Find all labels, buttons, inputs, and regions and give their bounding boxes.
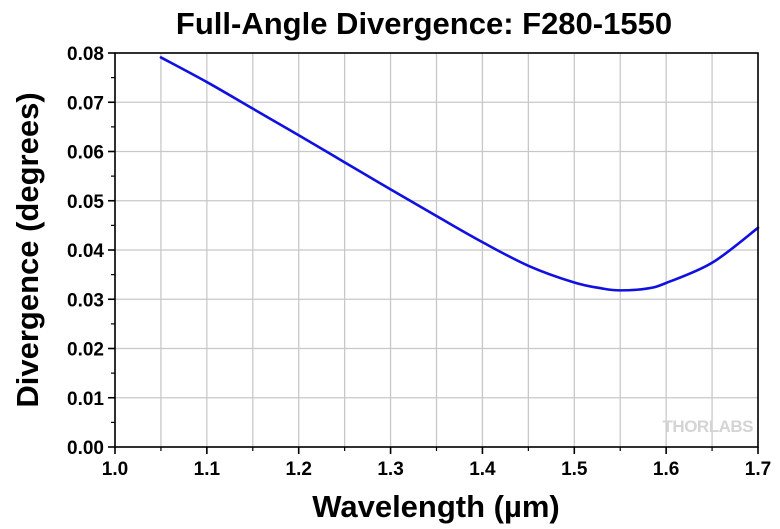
y-tick-label: 0.00 xyxy=(67,438,104,459)
y-tick-label: 0.08 xyxy=(67,44,104,65)
y-tick-label: 0.06 xyxy=(67,143,104,164)
y-tick-label: 0.05 xyxy=(67,192,104,213)
y-tick-label: 0.07 xyxy=(67,93,104,114)
thorlabs-logo: THORLABS xyxy=(663,417,754,436)
y-axis-label: Divergence (degrees) xyxy=(10,92,45,407)
x-tick-label: 1.5 xyxy=(561,459,588,480)
x-tick-label: 1.2 xyxy=(286,459,312,480)
x-tick-label: 1.6 xyxy=(653,459,679,480)
x-tick-label: 1.4 xyxy=(469,459,496,480)
x-tick-label: 1.3 xyxy=(377,459,403,480)
x-tick-label: 1.1 xyxy=(194,459,221,480)
y-tick-label: 0.04 xyxy=(67,241,104,262)
series-group xyxy=(159,56,760,292)
x-axis-label: Wavelength (µm) xyxy=(312,489,560,524)
x-tick-label: 1.0 xyxy=(102,459,128,480)
y-tick-labels: 0.00 0.01 0.02 0.03 0.04 0.05 0.06 0.07 0.08 xyxy=(67,44,104,459)
x-tick-labels: 1.0 1.1 1.2 1.3 1.4 1.5 1.6 1.7 xyxy=(102,459,771,480)
series-line xyxy=(159,56,760,292)
tick-marks xyxy=(108,52,759,454)
y-tick-label: 0.01 xyxy=(67,389,104,410)
y-tick-label: 0.03 xyxy=(67,290,104,311)
y-tick-label: 0.02 xyxy=(67,340,104,361)
grid xyxy=(114,52,759,448)
chart-title: Full-Angle Divergence: F280-1550 xyxy=(176,6,672,41)
minor-ticks xyxy=(111,77,713,451)
plot-frame xyxy=(114,52,759,448)
x-tick-label: 1.7 xyxy=(745,459,771,480)
